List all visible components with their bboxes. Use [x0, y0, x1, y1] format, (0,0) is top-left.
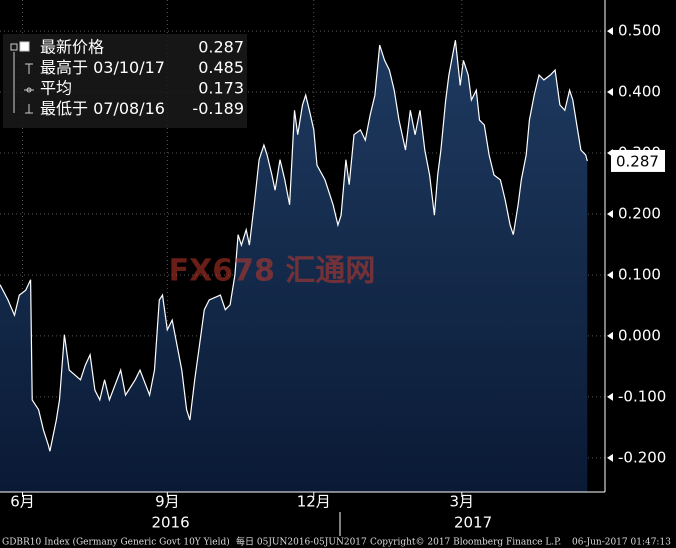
legend-icon: [19, 41, 30, 52]
watermark: FX678 汇通网: [169, 254, 376, 289]
legend-label: 最低于 07/08/16: [40, 99, 165, 118]
footer-text: 06-Jun-2017 01:47:13: [572, 538, 671, 548]
x-tick-label: 3月: [450, 493, 475, 511]
y-tick-mark: [607, 270, 613, 279]
y-tick-label: 0.500: [618, 22, 661, 40]
y-tick-label: -0.100: [618, 387, 666, 405]
y-tick-mark: [607, 27, 613, 36]
y-tick-label: 0.000: [618, 326, 661, 344]
footer-text: Copyright© 2017 Bloomberg Finance L.P.: [370, 538, 561, 548]
last-value-box: [611, 149, 665, 172]
y-tick-label: 0.200: [618, 204, 661, 222]
legend-value: 0.485: [198, 58, 244, 77]
legend-value: -0.189: [192, 99, 244, 118]
x-tick-label: 9月: [155, 493, 180, 511]
legend-label: 平均: [40, 79, 72, 98]
y-tick-label: -0.200: [618, 448, 666, 466]
legend-label: 最高于 03/10/17: [40, 58, 165, 77]
y-tick-mark: [607, 88, 613, 97]
footer-text: 每日 05JUN2016-05JUN2017: [236, 536, 367, 548]
legend-value: 0.173: [198, 79, 244, 98]
year-label: 2017: [454, 514, 492, 532]
legend-icon: [26, 87, 32, 93]
line: [0, 40, 588, 452]
y-tick-label: 0.400: [618, 83, 661, 101]
last-value-label: 0.287: [616, 152, 659, 170]
legend-icon: [10, 43, 18, 51]
legend-label: 最新价格: [40, 38, 104, 57]
y-tick-mark: [607, 209, 613, 218]
y-tick-mark: [607, 453, 613, 462]
area: [0, 40, 588, 492]
year-label: 2016: [151, 514, 189, 532]
legend-value: 0.287: [198, 38, 244, 57]
legend-icons: [10, 41, 34, 114]
y-tick-mark: [607, 331, 613, 340]
legend-box: [3, 34, 247, 128]
y-tick-label: 0.100: [618, 265, 661, 283]
x-tick-label: 12月: [297, 493, 331, 511]
footer-text: GDBR10 Index (Germany Generic Govt 10Y Y…: [2, 537, 230, 548]
y-tick-mark: [607, 392, 613, 401]
x-tick-label: 6月: [10, 493, 35, 511]
